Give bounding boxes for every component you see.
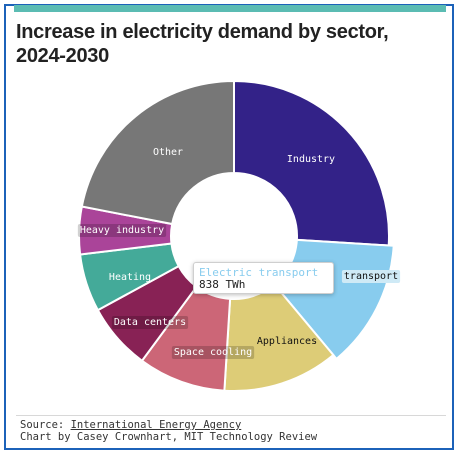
label-halo (341, 270, 401, 283)
footer: Source: International Energy Agency Char… (20, 419, 445, 443)
slice-industry[interactable] (233, 79, 390, 247)
chart-title: Increase in electricity demand by sector… (16, 21, 389, 67)
source-prefix: Source: (20, 419, 71, 431)
slice-label-heating: Heating (109, 272, 151, 283)
tooltip-value: 838 TWh (199, 278, 246, 291)
tooltip: Electric transport 838 TWh (193, 262, 334, 294)
slice-label-space-cooling: Space cooling (174, 347, 252, 358)
slice-other[interactable] (80, 79, 235, 226)
credit-line: Chart by Casey Crownhart, MIT Technology… (20, 431, 318, 443)
label-halo (77, 224, 167, 237)
source-link[interactable]: International Energy Agency (70, 419, 242, 431)
slice-label-electric-transport: transport (344, 271, 398, 282)
slice-label-data-centers: Data centers (114, 317, 186, 328)
slice-label-other: Other (153, 147, 183, 158)
label-halo (111, 316, 189, 329)
slice-label-heavy-industry: Heavy industry (80, 225, 164, 236)
tooltip-series-name: Electric transport (199, 266, 319, 279)
label-halo (171, 346, 255, 359)
slice-label-appliances: Appliances (257, 336, 317, 347)
source-line: Source: International Energy Agency (20, 419, 445, 431)
slice-label-industry: Industry (287, 154, 335, 165)
accent-bar (14, 5, 446, 12)
footer-divider (16, 415, 446, 416)
